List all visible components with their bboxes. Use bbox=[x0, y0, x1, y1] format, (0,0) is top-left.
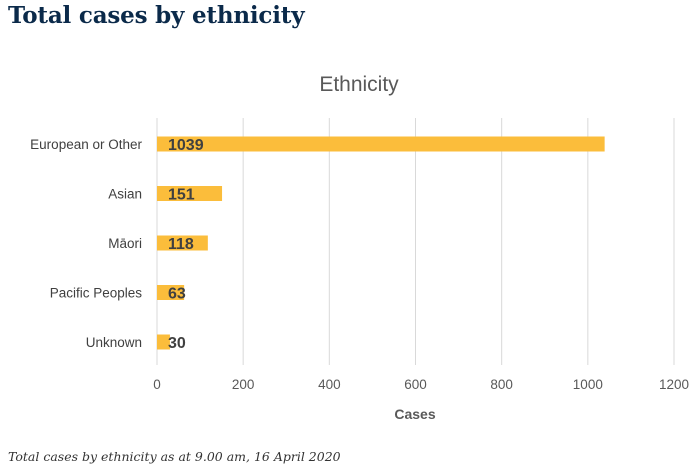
data-label: 30 bbox=[168, 335, 186, 352]
bars bbox=[157, 136, 605, 350]
bar bbox=[157, 334, 170, 350]
bar bbox=[157, 235, 208, 251]
x-tick-label: 1000 bbox=[573, 377, 603, 392]
chart-caption: Total cases by ethnicity as at 9.00 am, … bbox=[8, 449, 341, 464]
x-tick-label: 200 bbox=[232, 377, 255, 392]
category-label: Pacific Peoples bbox=[50, 286, 143, 301]
category-label: Asian bbox=[108, 187, 142, 202]
bar bbox=[157, 136, 605, 152]
x-tick-label: 1200 bbox=[659, 377, 689, 392]
x-tick-label: 800 bbox=[490, 377, 513, 392]
chart-title: Ethnicity bbox=[319, 73, 399, 96]
gridlines bbox=[156, 118, 675, 365]
x-tick-label: 600 bbox=[404, 377, 427, 392]
bar bbox=[157, 285, 185, 300]
x-tick-label: 400 bbox=[318, 377, 341, 392]
data-labels: 1039 151 118 63 30 bbox=[168, 137, 204, 352]
data-label: 151 bbox=[168, 187, 195, 204]
data-label: 1039 bbox=[168, 137, 204, 154]
ethnicity-bar-chart: Ethnicity European or Other Asian Māori Pac… bbox=[30, 73, 689, 422]
x-tick-label: 0 bbox=[153, 377, 161, 392]
page-heading: Total cases by ethnicity bbox=[8, 2, 305, 29]
data-label: 63 bbox=[168, 286, 186, 303]
category-label: European or Other bbox=[30, 137, 142, 152]
x-axis-title: Cases bbox=[394, 406, 435, 422]
category-labels: European or Other Asian Māori Pacific Peopl… bbox=[30, 137, 142, 350]
x-tick-labels: 0 200 400 600 800 1000 1200 bbox=[153, 377, 689, 392]
category-label: Māori bbox=[108, 236, 142, 251]
data-label: 118 bbox=[168, 236, 194, 253]
category-label: Unknown bbox=[86, 335, 142, 350]
bar bbox=[157, 186, 223, 201]
